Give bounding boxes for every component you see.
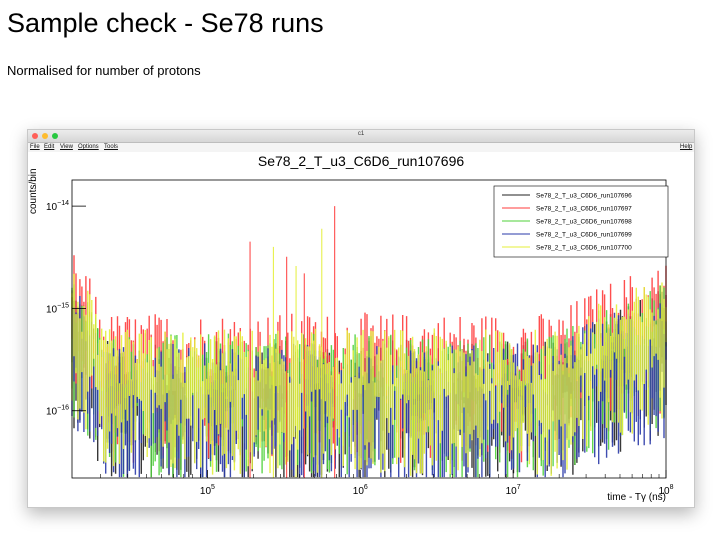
y-tick-label: 10−16 bbox=[46, 405, 69, 418]
slide-subtitle: Normalised for number of protons bbox=[7, 63, 201, 78]
chart-title: Se78_2_T_u3_C6D6_run107696 bbox=[258, 153, 464, 169]
menu-view[interactable]: View bbox=[60, 144, 73, 150]
window-titlebar: c1 bbox=[28, 130, 694, 143]
peaks-layer bbox=[249, 206, 336, 478]
minimize-window-icon[interactable] bbox=[42, 133, 48, 139]
x-axis-label: time - Tγ (ns) bbox=[607, 492, 666, 503]
root-canvas-window: c1 File Edit View Options Tools Help 105… bbox=[27, 129, 695, 508]
y-tick-label: 10−15 bbox=[46, 302, 69, 315]
maximize-window-icon[interactable] bbox=[52, 133, 58, 139]
window-title: c1 bbox=[357, 131, 365, 137]
series-traces bbox=[71, 255, 667, 478]
menu-file[interactable]: File bbox=[30, 144, 40, 150]
legend: Se78_2_T_u3_C6D6_run107696 Se78_2_T_u3_C6… bbox=[493, 185, 669, 258]
x-tick-label: 106 bbox=[353, 484, 368, 497]
legend-entry: Se78_2_T_u3_C6D6_run107699 bbox=[536, 232, 632, 239]
legend-entry: Se78_2_T_u3_C6D6_run107700 bbox=[536, 245, 632, 252]
close-window-icon[interactable] bbox=[32, 133, 38, 139]
menu-bar: File Edit View Options Tools Help bbox=[28, 143, 694, 152]
legend-entry: Se78_2_T_u3_C6D6_run107696 bbox=[536, 193, 632, 200]
menu-help[interactable]: Help bbox=[680, 144, 693, 150]
y-tick-label: 10−14 bbox=[46, 200, 69, 213]
legend-entry: Se78_2_T_u3_C6D6_run107698 bbox=[536, 219, 632, 226]
menu-edit[interactable]: Edit bbox=[44, 144, 55, 150]
plot-frame bbox=[71, 179, 667, 479]
slide-title: Sample check - Se78 runs bbox=[7, 8, 324, 38]
x-tick-label: 107 bbox=[506, 484, 521, 497]
menu-tools[interactable]: Tools bbox=[104, 144, 119, 150]
legend-entry: Se78_2_T_u3_C6D6_run107697 bbox=[536, 206, 632, 213]
y-axis-label: counts/bin bbox=[28, 168, 39, 214]
x-tick-label: 105 bbox=[200, 484, 215, 497]
menu-options[interactable]: Options bbox=[78, 144, 99, 150]
plot-area: 105 106 107 108 10−16 10−15 10−14 Se78_2_T_u3_… bbox=[28, 152, 694, 507]
